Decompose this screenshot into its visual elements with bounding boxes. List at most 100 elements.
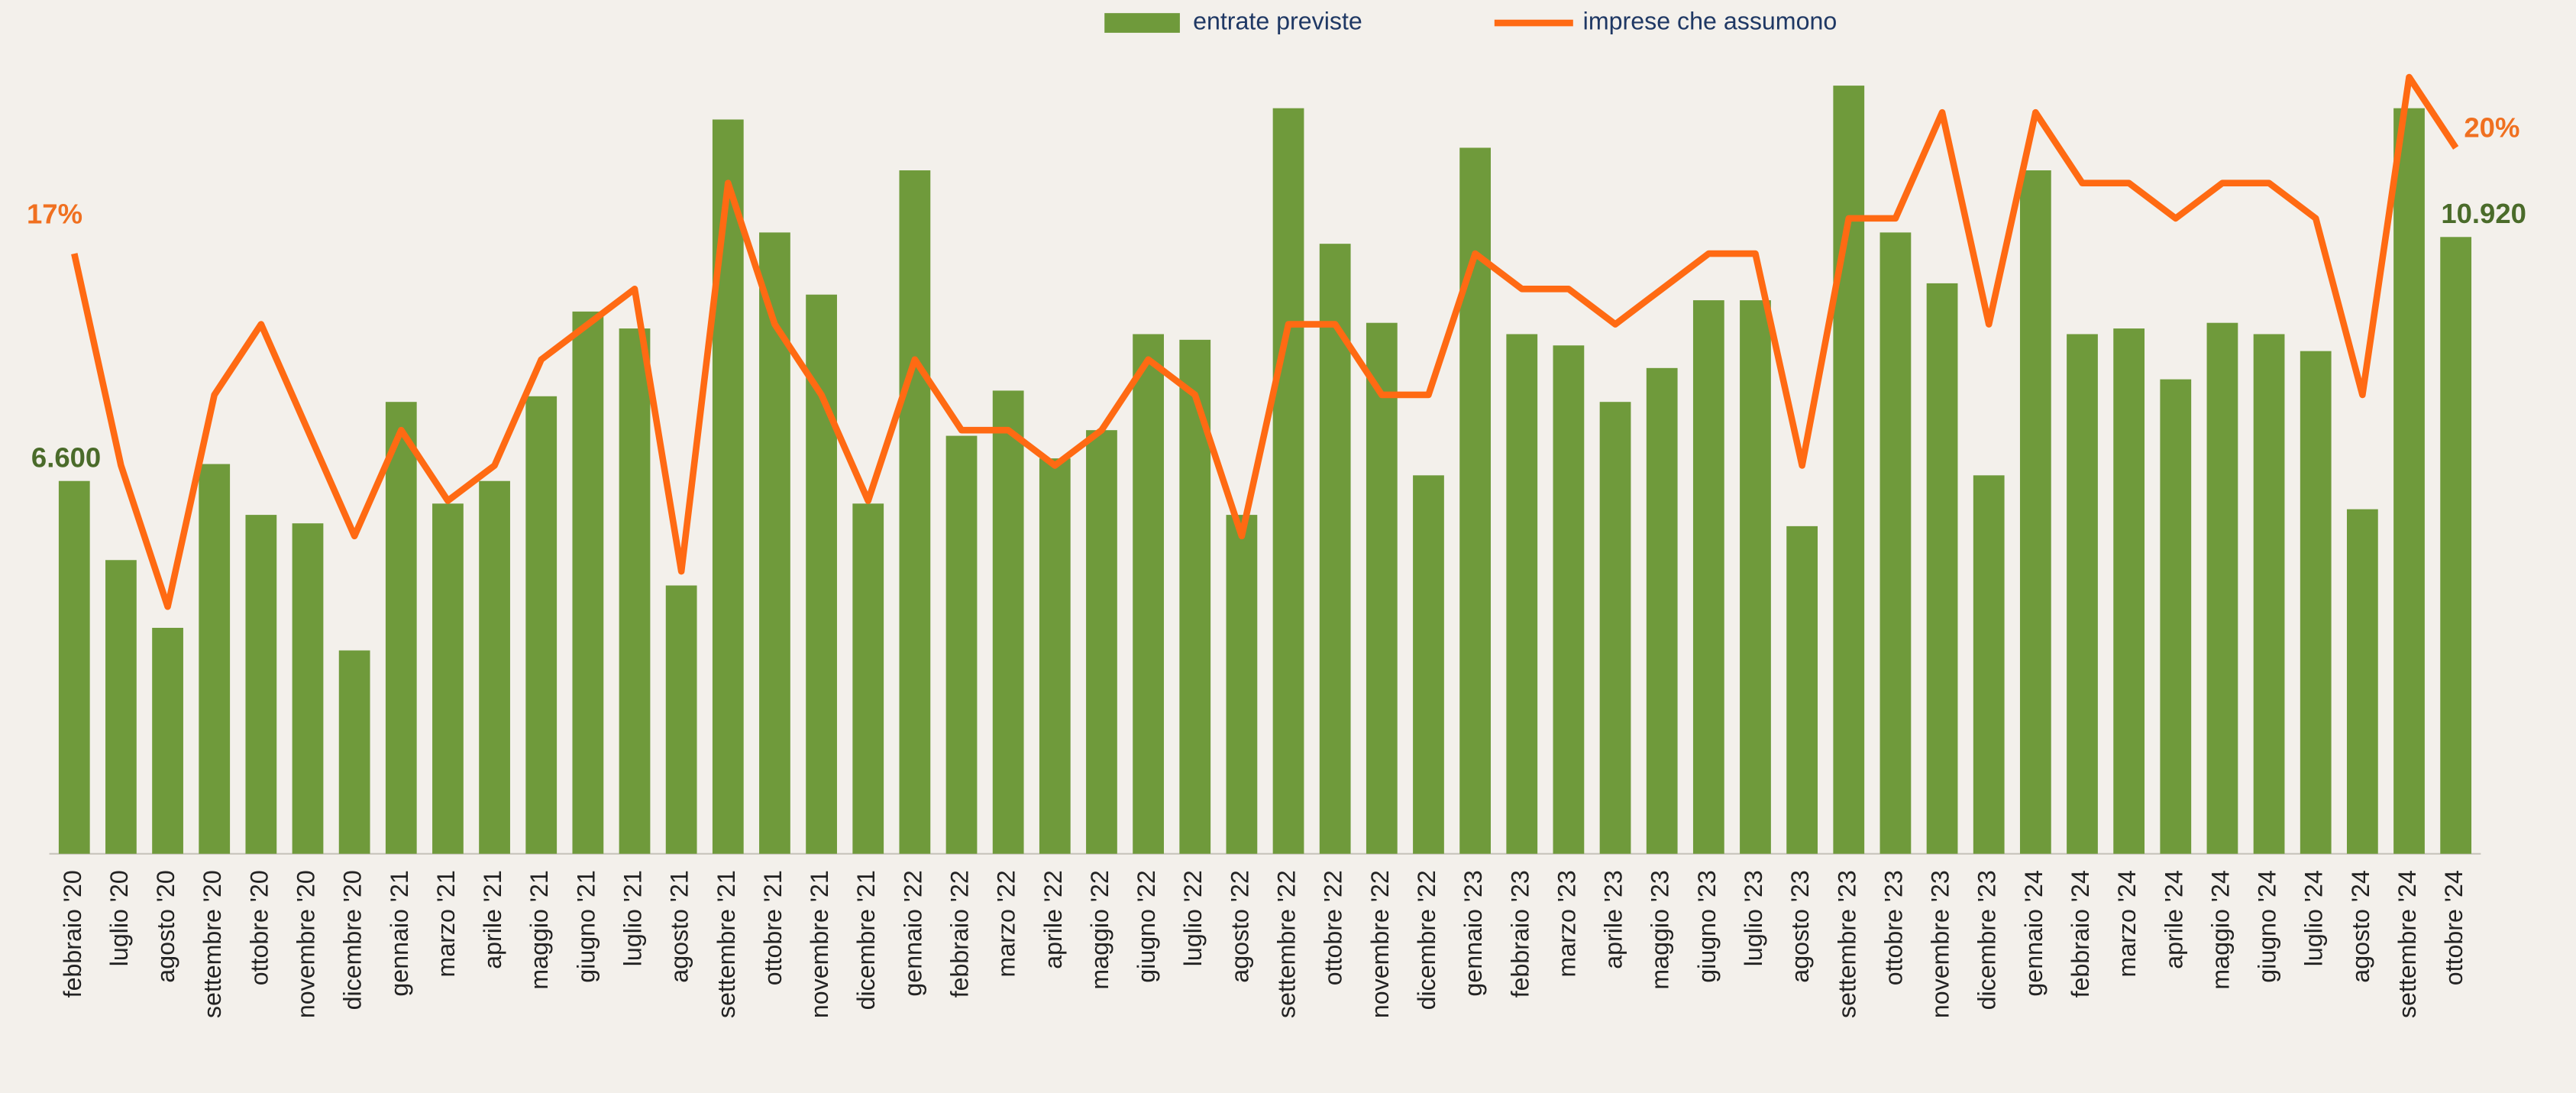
x-tick-label: aprile '23: [1600, 870, 1627, 969]
legend-swatch: [1104, 13, 1180, 33]
bar: [1506, 334, 1538, 854]
bar: [1366, 322, 1398, 854]
x-tick-label: dicembre '23: [1973, 870, 2001, 1010]
bar: [1646, 367, 1678, 854]
x-tick-label: febbraio '20: [59, 870, 86, 998]
bar: [105, 560, 137, 854]
x-tick-label: maggio '21: [525, 870, 553, 989]
x-tick-label: novembre '22: [1366, 870, 1394, 1018]
x-tick-label: agosto '23: [1786, 870, 1814, 982]
bar: [2113, 328, 2145, 854]
x-tick-label: settembre '24: [2393, 870, 2421, 1018]
bar: [432, 503, 464, 854]
x-tick-label: maggio '23: [1647, 870, 1674, 989]
bar: [572, 311, 604, 854]
x-tick-label: ottobre '22: [1320, 870, 1347, 985]
x-tick-label: ottobre '20: [245, 870, 273, 985]
bar: [2253, 334, 2285, 854]
bar: [1692, 300, 1724, 854]
data-label: 6.600: [31, 441, 101, 473]
bar: [525, 396, 558, 854]
bar: [152, 627, 183, 854]
bar: [1740, 300, 1771, 854]
bar: [712, 119, 744, 854]
x-tick-label: luglio '23: [1740, 870, 1767, 966]
x-tick-label: novembre '23: [1927, 870, 1954, 1018]
x-tick-label: luglio '22: [1179, 870, 1207, 966]
bar: [385, 402, 417, 854]
bar: [58, 480, 90, 854]
x-tick-label: agosto '22: [1226, 870, 1253, 982]
x-tick-label: giugno '21: [572, 870, 600, 982]
x-tick-label: marzo '21: [432, 870, 460, 977]
bar: [2160, 379, 2192, 854]
bar: [806, 294, 837, 854]
bar: [1973, 475, 2005, 854]
x-tick-label: maggio '22: [1086, 870, 1113, 989]
bar: [2346, 509, 2378, 854]
x-tick-label: febbraio '22: [946, 870, 974, 998]
x-tick-label: febbraio '23: [1506, 870, 1534, 998]
x-tick-label: agosto '21: [666, 870, 693, 982]
bar: [479, 480, 510, 854]
bar: [2300, 351, 2332, 854]
bar: [619, 328, 651, 854]
x-tick-label: giugno '24: [2254, 870, 2281, 982]
bar: [1833, 86, 1865, 854]
x-tick-label: aprile '24: [2160, 870, 2187, 969]
x-tick-label: dicembre '20: [339, 870, 367, 1010]
x-tick-label: marzo '24: [2113, 870, 2141, 977]
bar: [852, 503, 884, 854]
line: [71, 73, 2459, 610]
x-tick-label: dicembre '21: [852, 870, 880, 1010]
x-tick-label: settembre '21: [713, 870, 740, 1018]
bar: [2206, 322, 2238, 854]
x-tick-label: gennaio '21: [386, 870, 413, 996]
bar: [1179, 339, 1211, 854]
x-tick-label: settembre '22: [1273, 870, 1301, 1018]
bar: [2067, 334, 2098, 854]
x-tick-label: luglio '24: [2300, 870, 2328, 966]
bar: [2019, 170, 2051, 854]
bar: [1039, 458, 1071, 854]
bar: [292, 523, 324, 854]
x-tick-label: marzo '23: [1553, 870, 1580, 977]
bar: [2440, 237, 2472, 854]
bar: [992, 390, 1024, 854]
bar: [1926, 283, 1958, 854]
bar: [338, 650, 370, 854]
x-tick-label: agosto '24: [2347, 870, 2374, 982]
bar: [1272, 108, 1304, 854]
legend: entrate previste imprese che assumono: [1104, 8, 1837, 35]
x-tick-label: settembre '20: [199, 870, 226, 1018]
x-tick-label: novembre '21: [806, 870, 833, 1018]
bar: [899, 170, 931, 854]
bar: [2393, 108, 2425, 854]
bar: [1086, 430, 1117, 854]
bar: [199, 464, 231, 854]
bar: [1133, 334, 1164, 854]
x-tick-label: giugno '22: [1133, 870, 1160, 982]
x-tick-label: ottobre '23: [1879, 870, 1907, 985]
bar: [1226, 515, 1258, 854]
bar: [945, 435, 978, 854]
x-tick-label: gennaio '24: [2020, 870, 2048, 996]
x-tick-label: ottobre '21: [759, 870, 787, 985]
bar: [1879, 232, 1912, 854]
x-tick-label: dicembre '22: [1413, 870, 1440, 1010]
bar: [665, 585, 697, 854]
x-tick-label: giugno '23: [1693, 870, 1721, 982]
x-tick-label: marzo '22: [993, 870, 1020, 977]
x-tick-label: settembre '23: [1833, 870, 1860, 1018]
bar: [1599, 402, 1631, 854]
bar: [1786, 525, 1818, 854]
data-label: 20%: [2464, 112, 2519, 143]
x-tick-label: febbraio '24: [2067, 870, 2094, 998]
x-tick-label: novembre '20: [292, 870, 319, 1018]
x-tick-label: gennaio '22: [899, 870, 926, 996]
x-tick-label: ottobre '24: [2440, 870, 2468, 985]
x-tick-label: maggio '24: [2206, 870, 2234, 989]
bar: [245, 515, 277, 854]
